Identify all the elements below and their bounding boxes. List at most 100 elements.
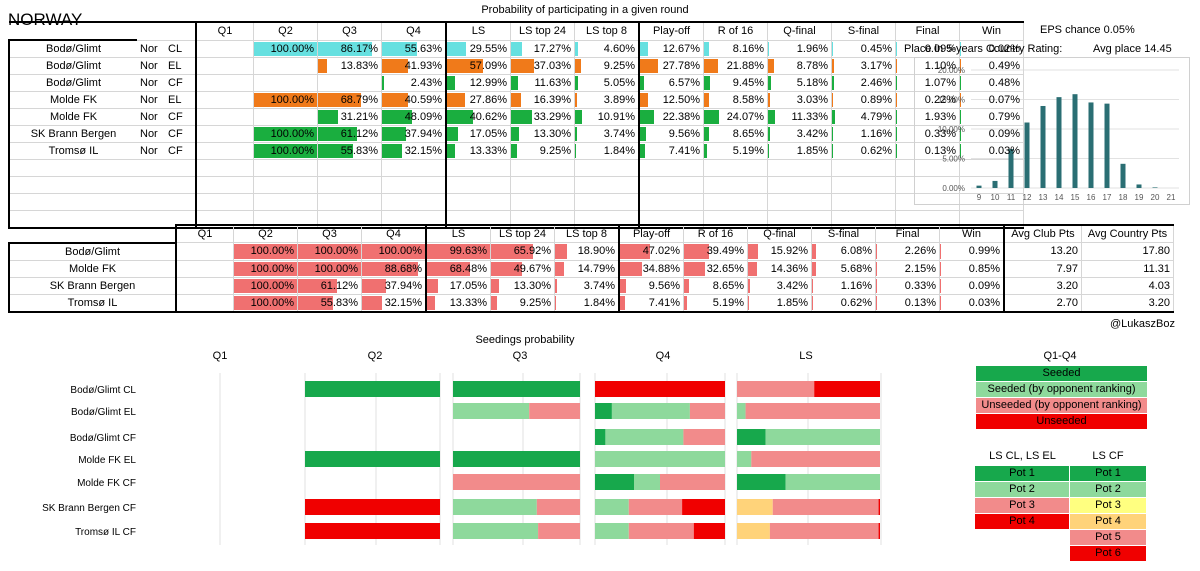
cell-value: 1.93% xyxy=(924,111,956,123)
value-bar xyxy=(620,278,627,293)
histogram-bar xyxy=(992,180,998,188)
cell-value: 2.46% xyxy=(860,77,892,89)
value-bar xyxy=(896,127,898,141)
seed-segment-unseeded-rank xyxy=(683,429,725,445)
cell-value: 11.33% xyxy=(791,111,829,123)
value-bar xyxy=(447,110,473,124)
cell-value: 88.68% xyxy=(384,262,422,275)
value-bar xyxy=(427,295,436,310)
value-bar xyxy=(447,41,466,56)
cell-value: 0.07% xyxy=(988,94,1020,106)
value-bar xyxy=(768,144,770,158)
seed-segment-unseeded xyxy=(878,523,880,539)
cell-value: 100.00% xyxy=(270,128,314,140)
value-bar xyxy=(575,76,579,90)
value-bar xyxy=(427,278,438,293)
club-name: Bodø/Glimt xyxy=(45,60,101,72)
club-name: Bodø/Glimt xyxy=(45,43,101,55)
header-q1: Q1 xyxy=(197,228,213,240)
value-bar xyxy=(298,244,361,259)
cell-value: 1.85% xyxy=(776,296,808,309)
x-tick-label: 16 xyxy=(1087,193,1096,202)
cell-value: 4.79% xyxy=(860,111,892,123)
cell-value: 3.17% xyxy=(860,60,892,72)
value-bar xyxy=(704,127,710,141)
histogram-bar xyxy=(1024,122,1030,188)
value-bar xyxy=(832,127,834,141)
cell-value: 32.65% xyxy=(706,262,744,275)
cell-value: 0.03% xyxy=(968,296,1000,309)
value-bar xyxy=(640,41,648,56)
value-bar xyxy=(427,244,490,259)
seed-segment-seeded xyxy=(305,381,440,397)
legend-pot-left: Pot 3 xyxy=(975,498,1069,514)
value-bar xyxy=(748,244,759,259)
competition-code: CF xyxy=(168,111,183,123)
cell-value: 40.59% xyxy=(404,94,442,106)
value-bar xyxy=(555,278,558,293)
cell-value: 0.48% xyxy=(988,77,1020,89)
legend-ls-header-right: LS CF xyxy=(1092,450,1124,462)
x-tick-label: 17 xyxy=(1103,193,1112,202)
seed-column-header: Q4 xyxy=(656,350,671,362)
cell-value: 0.13% xyxy=(924,145,956,157)
value-bar xyxy=(427,261,471,276)
value-bar xyxy=(684,261,705,276)
legend-pot-right: Pot 2 xyxy=(1070,482,1146,498)
value-bar xyxy=(318,93,362,107)
value-bar xyxy=(620,244,650,259)
header-q2: Q2 xyxy=(278,25,293,38)
header-avg-club-pts: Avg Club Pts xyxy=(1011,228,1075,240)
value-bar xyxy=(254,41,317,56)
value-bar xyxy=(447,76,456,90)
cell-value: 13.30% xyxy=(533,128,571,140)
y-tick-label: 15.00% xyxy=(938,96,965,105)
cell-value: 12.67% xyxy=(662,42,700,55)
cell-value: 5.18% xyxy=(796,77,828,89)
cell-value: 27.86% xyxy=(469,94,507,106)
header-q-final: Q-final xyxy=(763,228,796,240)
x-tick-label: 14 xyxy=(1055,193,1064,202)
eps-label: EPS chance xyxy=(1040,24,1101,36)
cell-value: 8.65% xyxy=(732,128,764,140)
table-row: SK Brann Bergen Nor CF 100.00% 61.12% 37.94% 1… xyxy=(8,125,1024,143)
value-bar xyxy=(960,144,962,158)
cell-value: 9.25% xyxy=(603,60,635,72)
value-bar xyxy=(704,76,710,90)
cell-value: 0.09% xyxy=(924,42,956,55)
y-tick-label: 10.00% xyxy=(938,125,965,134)
nation-code: Nor xyxy=(140,145,158,157)
header-q3: Q3 xyxy=(322,228,337,240)
cell-value: 100.00% xyxy=(250,262,294,275)
value-bar xyxy=(447,59,483,73)
value-bar xyxy=(896,76,898,90)
header-ls-top-24: LS top 24 xyxy=(498,228,547,240)
value-bar xyxy=(876,295,878,310)
value-bar xyxy=(447,144,456,158)
value-bar xyxy=(362,278,386,293)
seed-segment-seeded-rank xyxy=(453,499,537,515)
cell-value: 3.20 xyxy=(1056,279,1078,292)
club-name: Bodø/Glimt xyxy=(64,245,120,258)
seed-segment-seeded xyxy=(595,403,612,419)
value-bar xyxy=(832,76,834,90)
header-q3: Q3 xyxy=(342,25,357,38)
cell-value: 1.16% xyxy=(860,128,892,140)
cell-value: 0.45% xyxy=(860,42,892,55)
legend-pot-right: Pot 5 xyxy=(1070,530,1146,546)
value-bar xyxy=(704,110,720,124)
cell-value: 55.63% xyxy=(404,42,442,55)
value-bar xyxy=(511,127,520,141)
x-tick-label: 13 xyxy=(1039,193,1048,202)
cell-value: 0.22% xyxy=(924,94,956,106)
value-bar xyxy=(876,278,878,293)
value-bar xyxy=(318,59,327,73)
cell-value: 2.15% xyxy=(904,262,936,275)
value-bar xyxy=(234,278,297,293)
club-name: Molde FK xyxy=(49,94,98,106)
legend-pot-right: Pot 3 xyxy=(1070,498,1146,514)
value-bar xyxy=(382,59,409,73)
cell-value: 5.19% xyxy=(712,296,744,309)
cell-value: 7.41% xyxy=(668,145,700,157)
legend-pot-right: Pot 6 xyxy=(1070,546,1146,562)
